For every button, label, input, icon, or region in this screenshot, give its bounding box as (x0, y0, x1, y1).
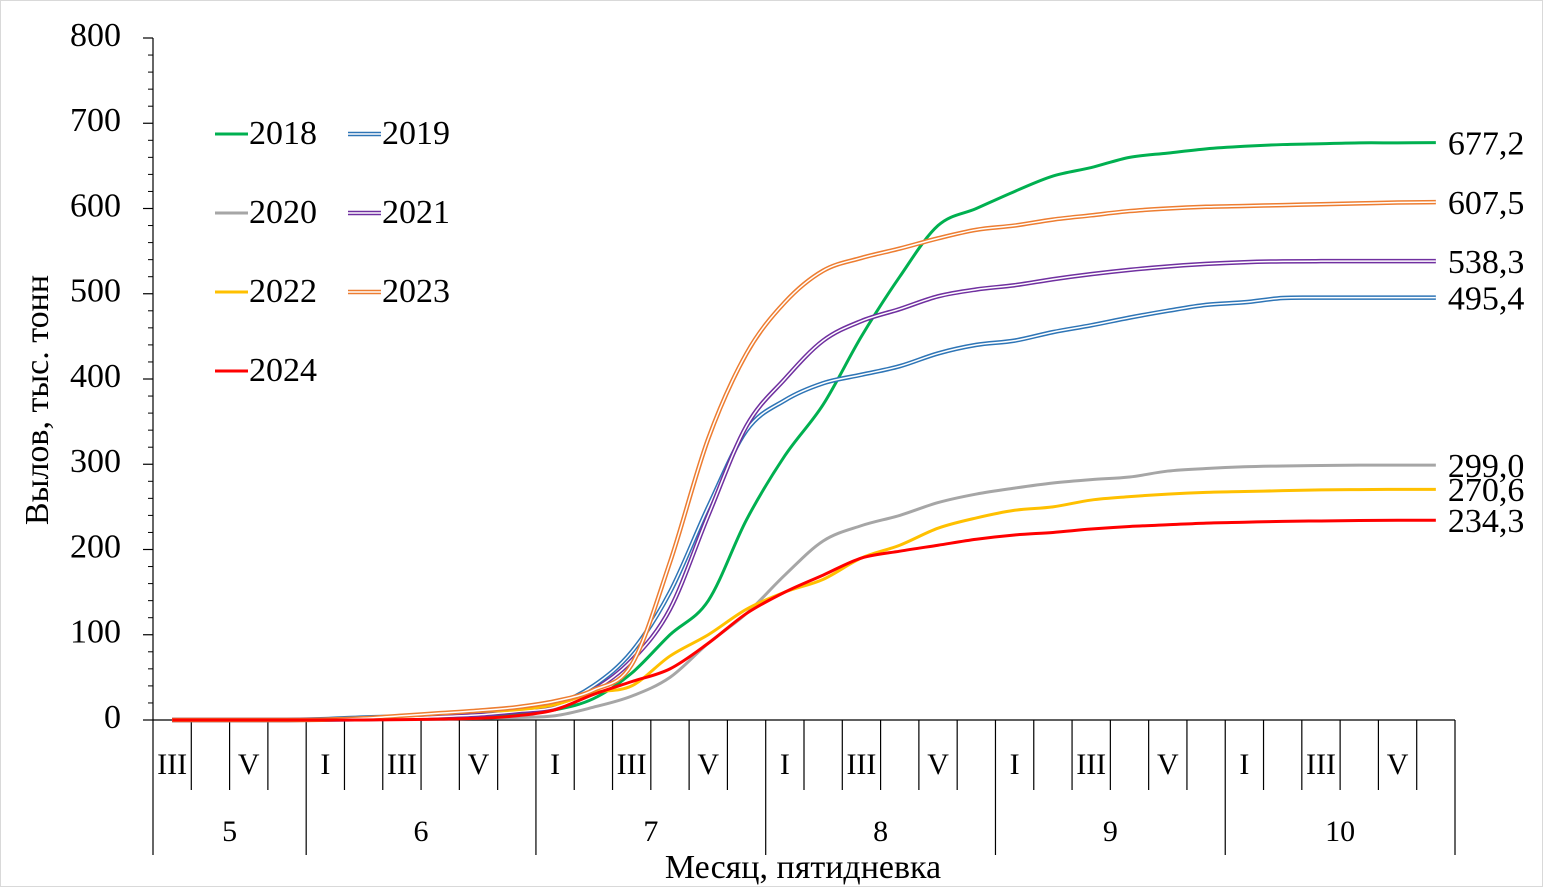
x-tick-label: I (550, 748, 560, 781)
x-tick-label: III (157, 748, 187, 781)
x-tick-label: I (780, 748, 790, 781)
series-line-inner (172, 201, 1436, 721)
legend-label: 2023 (382, 273, 450, 310)
end-label: 234,3 (1448, 503, 1525, 540)
y-axis-title: Вылов, тыс. тонн (19, 275, 56, 525)
x-tick-label: III (617, 748, 647, 781)
x-tick-label: III (1076, 748, 1106, 781)
month-label: 10 (1325, 815, 1355, 848)
x-tick-label: III (387, 748, 417, 781)
month-label: 9 (1103, 815, 1118, 848)
y-tick-label: 500 (70, 273, 121, 310)
end-label: 299,0 (1448, 448, 1525, 485)
x-tick-label: III (846, 748, 876, 781)
legend-label: 2019 (382, 115, 450, 152)
x-tick-label: V (927, 748, 949, 781)
y-tick-label: 700 (70, 102, 121, 139)
y-tick-label: 800 (70, 17, 121, 54)
x-tick-label: V (468, 748, 490, 781)
y-tick-label: 600 (70, 187, 121, 224)
x-tick-label: V (1157, 748, 1179, 781)
x-tick-label: I (320, 748, 330, 781)
month-label: 7 (643, 815, 658, 848)
month-label: 6 (414, 815, 429, 848)
x-tick-label: V (1387, 748, 1409, 781)
series-line (172, 518, 1436, 722)
month-label: 5 (222, 815, 237, 848)
end-label: 495,4 (1448, 280, 1525, 317)
legend-label: 2020 (249, 194, 317, 231)
x-tick-label: I (1010, 748, 1020, 781)
legend-label: 2018 (249, 115, 317, 152)
x-tick-label: V (697, 748, 719, 781)
end-label: 270,6 (1448, 472, 1525, 509)
end-label: 677,2 (1448, 125, 1525, 162)
y-tick-label: 400 (70, 358, 121, 395)
end-label: 607,5 (1448, 185, 1525, 222)
legend-label: 2022 (249, 273, 317, 310)
y-tick-label: 200 (70, 528, 121, 565)
y-tick-label: 0 (104, 699, 121, 736)
legend-label: 2021 (382, 194, 450, 231)
x-axis-title: Месяц, пятидневка (665, 849, 941, 886)
y-tick-label: 300 (70, 443, 121, 480)
x-tick-label: V (238, 748, 260, 781)
x-tick-label: III (1306, 748, 1336, 781)
x-tick-label: I (1239, 748, 1249, 781)
end-label: 538,3 (1448, 244, 1525, 281)
month-label: 8 (873, 815, 888, 848)
y-tick-label: 100 (70, 614, 121, 651)
legend-label: 2024 (249, 352, 317, 389)
